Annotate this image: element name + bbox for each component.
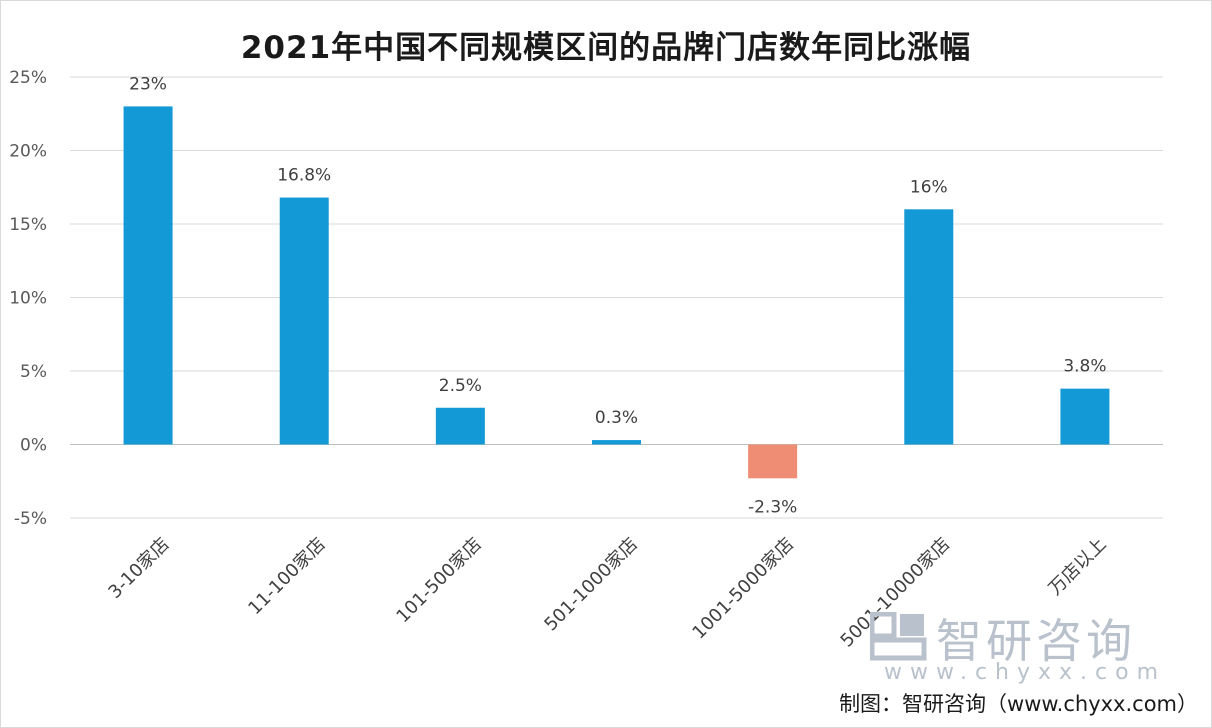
bar-3 xyxy=(435,407,485,445)
data-label: 16% xyxy=(910,177,948,197)
y-axis-ticks: 25% 20% 15% 10% 5% 0% -5% xyxy=(9,68,47,529)
bar-5 xyxy=(748,444,798,479)
category-label: 万店以上 xyxy=(1045,534,1111,600)
data-label: -2.3% xyxy=(748,497,797,517)
bar-4 xyxy=(592,440,641,445)
data-labels: 23% 16.8% 2.5% 0.3% -2.3% 16% 3.8% xyxy=(129,74,1106,517)
y-tick-label: 25% xyxy=(9,68,47,88)
bar-1 xyxy=(123,106,173,445)
watermark-url: www.chyxx.com xyxy=(884,660,1167,685)
watermark-name: 智研咨询 xyxy=(936,614,1136,668)
y-tick-label: 20% xyxy=(9,142,47,162)
y-tick-label: 5% xyxy=(20,362,47,382)
category-label: 101-500家店 xyxy=(392,534,485,627)
y-tick-label: -5% xyxy=(14,509,47,529)
y-tick-label: 10% xyxy=(9,289,47,309)
data-label: 23% xyxy=(129,74,167,94)
category-label: 501-1000家店 xyxy=(540,534,642,636)
category-label: 1001-5000家店 xyxy=(688,534,798,644)
data-label: 2.5% xyxy=(439,376,482,396)
category-label: 3-10家店 xyxy=(104,534,173,603)
bars xyxy=(123,106,1110,479)
chyxx-logo-icon xyxy=(870,612,927,661)
data-label: 3.8% xyxy=(1063,357,1106,377)
data-label: 16.8% xyxy=(277,166,331,186)
bar-2 xyxy=(279,197,329,445)
gridlines xyxy=(70,76,1163,519)
category-label: 11-100家店 xyxy=(244,534,329,619)
source-credit: 制图：智研咨询（www.chyxx.com） xyxy=(839,692,1198,716)
chart-title: 2021年中国不同规模区间的品牌门店数年同比涨幅 xyxy=(240,30,972,66)
y-tick-label: 15% xyxy=(9,215,47,235)
y-tick-label: 0% xyxy=(20,436,47,456)
bar-6 xyxy=(904,209,954,445)
data-label: 0.3% xyxy=(595,408,638,428)
bar-7 xyxy=(1060,388,1110,445)
